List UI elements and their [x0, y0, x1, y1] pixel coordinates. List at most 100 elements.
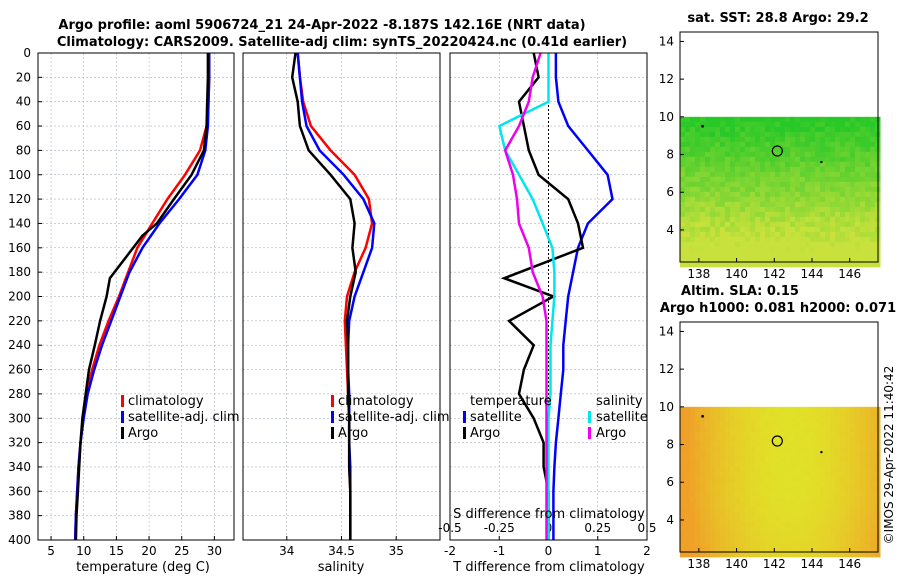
map-cell [765, 416, 771, 423]
map-cell [685, 501, 691, 508]
map-cell [870, 156, 876, 163]
map-cell [865, 131, 871, 138]
map-cell [850, 541, 856, 548]
map-cell [770, 501, 776, 508]
map-cell [795, 216, 801, 223]
map-cell [705, 226, 711, 233]
map-cell [735, 236, 741, 243]
map-cell [835, 451, 841, 458]
map-cell [775, 136, 781, 143]
map-cell [750, 456, 756, 463]
map-cell [720, 226, 726, 233]
map-cell [855, 211, 861, 218]
map-cell [805, 496, 811, 503]
map-cell [775, 521, 781, 528]
map-cell [710, 501, 716, 508]
map-cell [770, 416, 776, 423]
map-cell [830, 231, 836, 238]
map-cell [865, 526, 871, 533]
map-cell [800, 201, 806, 208]
map-cell [690, 196, 696, 203]
map-cell [835, 156, 841, 163]
map-cell [805, 171, 811, 178]
map-cell [790, 536, 796, 543]
map-cell [855, 461, 861, 468]
map-cell [825, 431, 831, 438]
map-cell [705, 526, 711, 533]
map-cell [690, 231, 696, 238]
map-cell [860, 216, 866, 223]
map-cell [800, 116, 806, 123]
map-cell [740, 441, 746, 448]
map-cell [825, 251, 831, 258]
map-cell [860, 526, 866, 533]
map-cell [770, 161, 776, 168]
map-cell [855, 526, 861, 533]
map-cell [865, 216, 871, 223]
map-cell [835, 191, 841, 198]
map-cell [840, 151, 846, 158]
map-cell [755, 156, 761, 163]
map-cell [685, 151, 691, 158]
map-cell [755, 421, 761, 428]
map-cell [810, 526, 816, 533]
map-cell [730, 546, 736, 553]
map-cell [755, 516, 761, 523]
map-cell [765, 506, 771, 513]
map-cell [840, 116, 846, 123]
map-cell [735, 121, 741, 128]
map-cell [740, 116, 746, 123]
map-cell [825, 451, 831, 458]
map-cell [845, 436, 851, 443]
map-cell [825, 486, 831, 493]
map-cell [750, 551, 756, 558]
map-cell [735, 496, 741, 503]
map-cell [845, 121, 851, 128]
map-cell [705, 521, 711, 528]
map-cell [785, 201, 791, 208]
map-cell [725, 416, 731, 423]
map-cell [770, 441, 776, 448]
map-cell [860, 521, 866, 528]
map-cell [765, 186, 771, 193]
map-cell [780, 546, 786, 553]
map-cell [735, 441, 741, 448]
map-x-tick-label: 142 [763, 267, 786, 281]
map-cell [765, 211, 771, 218]
map-cell [815, 211, 821, 218]
map-cell [850, 526, 856, 533]
legend-label-t-satellite: satellite [470, 410, 522, 425]
map-cell [735, 136, 741, 143]
map-cell [840, 471, 846, 478]
map-cell [820, 456, 826, 463]
map-cell [730, 531, 736, 538]
map-cell [725, 526, 731, 533]
map-cell [765, 151, 771, 158]
map-cell [700, 536, 706, 543]
map-cell [800, 121, 806, 128]
map-cell [720, 166, 726, 173]
map-cell [700, 541, 706, 548]
map-cell [730, 406, 736, 413]
map-cell [760, 441, 766, 448]
map-cell [840, 446, 846, 453]
map-cell [795, 501, 801, 508]
map-cell [700, 251, 706, 258]
map-cell [860, 436, 866, 443]
map-cell [720, 451, 726, 458]
map-cell [805, 421, 811, 428]
map-cell [780, 121, 786, 128]
map-cell [680, 241, 686, 248]
map-cell [790, 181, 796, 188]
map-cell [730, 466, 736, 473]
map-cell [795, 256, 801, 263]
map-cell [760, 496, 766, 503]
map-cell [765, 176, 771, 183]
map-cell [795, 541, 801, 548]
map-cell [810, 211, 816, 218]
map-cell [715, 221, 721, 228]
map-cell [865, 541, 871, 548]
map-cell [835, 231, 841, 238]
map-cell [840, 546, 846, 553]
map-cell [860, 261, 866, 268]
